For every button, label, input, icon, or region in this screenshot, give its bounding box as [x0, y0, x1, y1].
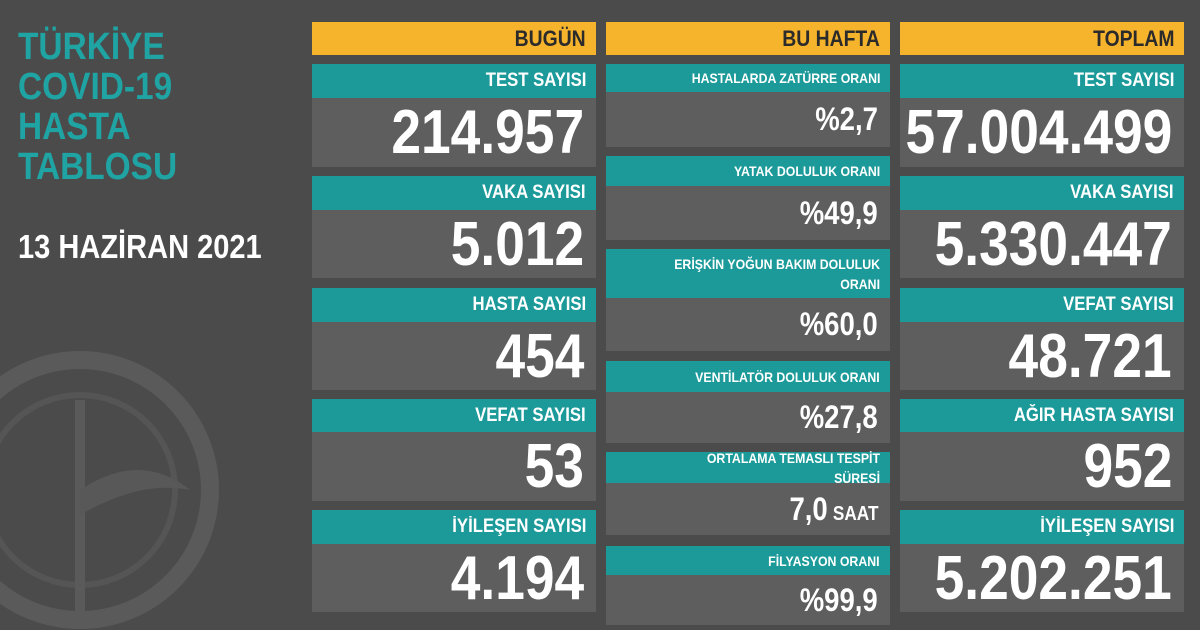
- value-number: 5.330.447: [934, 209, 1172, 279]
- card-label: VENTİLATÖR DOLULUK ORANI: [606, 361, 890, 392]
- card-value: 4.194: [312, 543, 596, 614]
- card-value: %60,0: [606, 298, 890, 351]
- column-header: BUGÜN: [312, 22, 596, 55]
- card-label-text: İYİLEŞEN SAYISI: [451, 516, 586, 537]
- value-text: 214.957: [391, 97, 584, 168]
- value-number: 5.012: [450, 209, 584, 279]
- card-value: 5.012: [312, 209, 596, 280]
- value-number: 7,0: [789, 490, 828, 527]
- value-number: %60,0: [799, 306, 878, 342]
- value-text: 952: [1083, 431, 1172, 502]
- card-value: %49,9: [606, 186, 890, 240]
- column-header: TOPLAM: [900, 22, 1184, 55]
- header-text: TOPLAM: [1092, 26, 1174, 51]
- value-text: %49,9: [800, 195, 878, 232]
- card-value: 48.721: [900, 321, 1184, 392]
- card-label-text: VEFAT SAYISI: [475, 404, 586, 426]
- value-number: %49,9: [799, 194, 878, 231]
- card-label: FİLYASYON ORANI: [606, 546, 890, 575]
- card-label-text: VEFAT SAYISI: [1063, 294, 1174, 315]
- card-label-text: ERİŞKİN YOĞUN BAKIM DOLULUK ORANI: [674, 255, 880, 292]
- card-label-text: HASTA SAYISI: [472, 294, 586, 315]
- title-line: COVID-19: [18, 66, 173, 108]
- value-number: 454: [495, 321, 584, 391]
- card-label: VAKA SAYISI: [900, 176, 1184, 210]
- title-line: HASTA: [18, 106, 131, 148]
- card-value: 5.202.251: [900, 543, 1184, 614]
- header-text: BUGÜN: [515, 26, 586, 51]
- value-text: 53: [525, 431, 584, 502]
- card-label: VAKA SAYISI: [312, 176, 596, 210]
- value-number: %99,9: [799, 581, 878, 618]
- value-text: 5.202.251: [935, 543, 1172, 614]
- card-value: 5.330.447: [900, 209, 1184, 280]
- card-label-text: VAKA SAYISI: [482, 182, 586, 203]
- card-value: %99,9: [606, 575, 890, 625]
- card-label-text: HASTALARDA ZATÜRRE ORANI: [691, 70, 880, 86]
- value-text: %60,0: [800, 306, 878, 343]
- emblem: [0, 351, 219, 629]
- value-text: 454: [495, 321, 584, 392]
- card-label: VEFAT SAYISI: [312, 399, 596, 432]
- card-value: 53: [312, 432, 596, 501]
- value-text: %2,7: [815, 101, 878, 138]
- value-text: 7,0 SAAT: [789, 491, 878, 528]
- card-label: İYİLEŞEN SAYISI: [900, 510, 1184, 544]
- title-line: TABLOSU: [18, 146, 178, 188]
- card-label: YATAK DOLULUK ORANI: [606, 156, 890, 186]
- card-label: TEST SAYISI: [312, 64, 596, 98]
- card-value: 214.957: [312, 98, 596, 167]
- card-label: VEFAT SAYISI: [900, 288, 1184, 322]
- value-number: 214.957: [391, 98, 584, 167]
- value-number: 952: [1083, 432, 1172, 501]
- card-label-text: İYİLEŞEN SAYISI: [1039, 516, 1174, 537]
- card-value: %2,7: [606, 92, 890, 147]
- card-label-text: YATAK DOLULUK ORANI: [733, 163, 880, 179]
- card-value: 57.004.499: [900, 98, 1184, 167]
- value-number: 53: [524, 432, 584, 501]
- value-text: 5.012: [451, 209, 584, 280]
- card-label-text: TEST SAYISI: [1073, 70, 1174, 91]
- card-label-text: VENTİLATÖR DOLULUK ORANI: [695, 368, 880, 385]
- card-value: 454: [312, 321, 596, 392]
- value-number: %2,7: [815, 101, 878, 137]
- card-label: HASTA SAYISI: [312, 288, 596, 322]
- value-text: %27,8: [800, 399, 878, 436]
- card-label: ORTALAMA TEMASLI TESPİT SÜRESİ: [606, 450, 890, 486]
- card-label: İYİLEŞEN SAYISI: [312, 510, 596, 544]
- value-number: 57.004.499: [905, 98, 1172, 167]
- value-number: %27,8: [799, 399, 878, 435]
- card-label: AĞIR HASTA SAYISI: [900, 399, 1184, 432]
- card-label-text: VAKA SAYISI: [1070, 182, 1174, 203]
- value-number: 4.194: [450, 543, 584, 613]
- value-number: 5.202.251: [934, 543, 1172, 613]
- column-header: BU HAFTA: [606, 22, 890, 55]
- card-value: 952: [900, 432, 1184, 501]
- title-line: TÜRKİYE: [18, 26, 165, 68]
- card-label-text: ORTALAMA TEMASLI TESPİT SÜRESİ: [706, 449, 880, 486]
- card-value: 7,0 SAAT: [606, 483, 890, 535]
- date: 13 HAZİRAN 2021: [18, 228, 262, 265]
- value-text: %99,9: [800, 582, 878, 619]
- card-value: %27,8: [606, 392, 890, 443]
- card-label: ERİŞKİN YOĞUN BAKIM DOLULUK ORANI: [606, 249, 890, 298]
- card-label: TEST SAYISI: [900, 64, 1184, 98]
- card-label-text: TEST SAYISI: [485, 70, 586, 91]
- card-label-text: FİLYASYON ORANI: [768, 552, 880, 569]
- card-label: HASTALARDA ZATÜRRE ORANI: [606, 64, 890, 92]
- header-text: BU HAFTA: [782, 26, 880, 51]
- value-text: 57.004.499: [905, 97, 1172, 168]
- value-text: 48.721: [1009, 321, 1172, 392]
- value-number: 48.721: [1008, 321, 1172, 391]
- value-unit: SAAT: [832, 502, 878, 525]
- value-text: 5.330.447: [935, 209, 1172, 280]
- value-text: 4.194: [451, 543, 584, 614]
- card-label-text: AĞIR HASTA SAYISI: [1013, 404, 1174, 426]
